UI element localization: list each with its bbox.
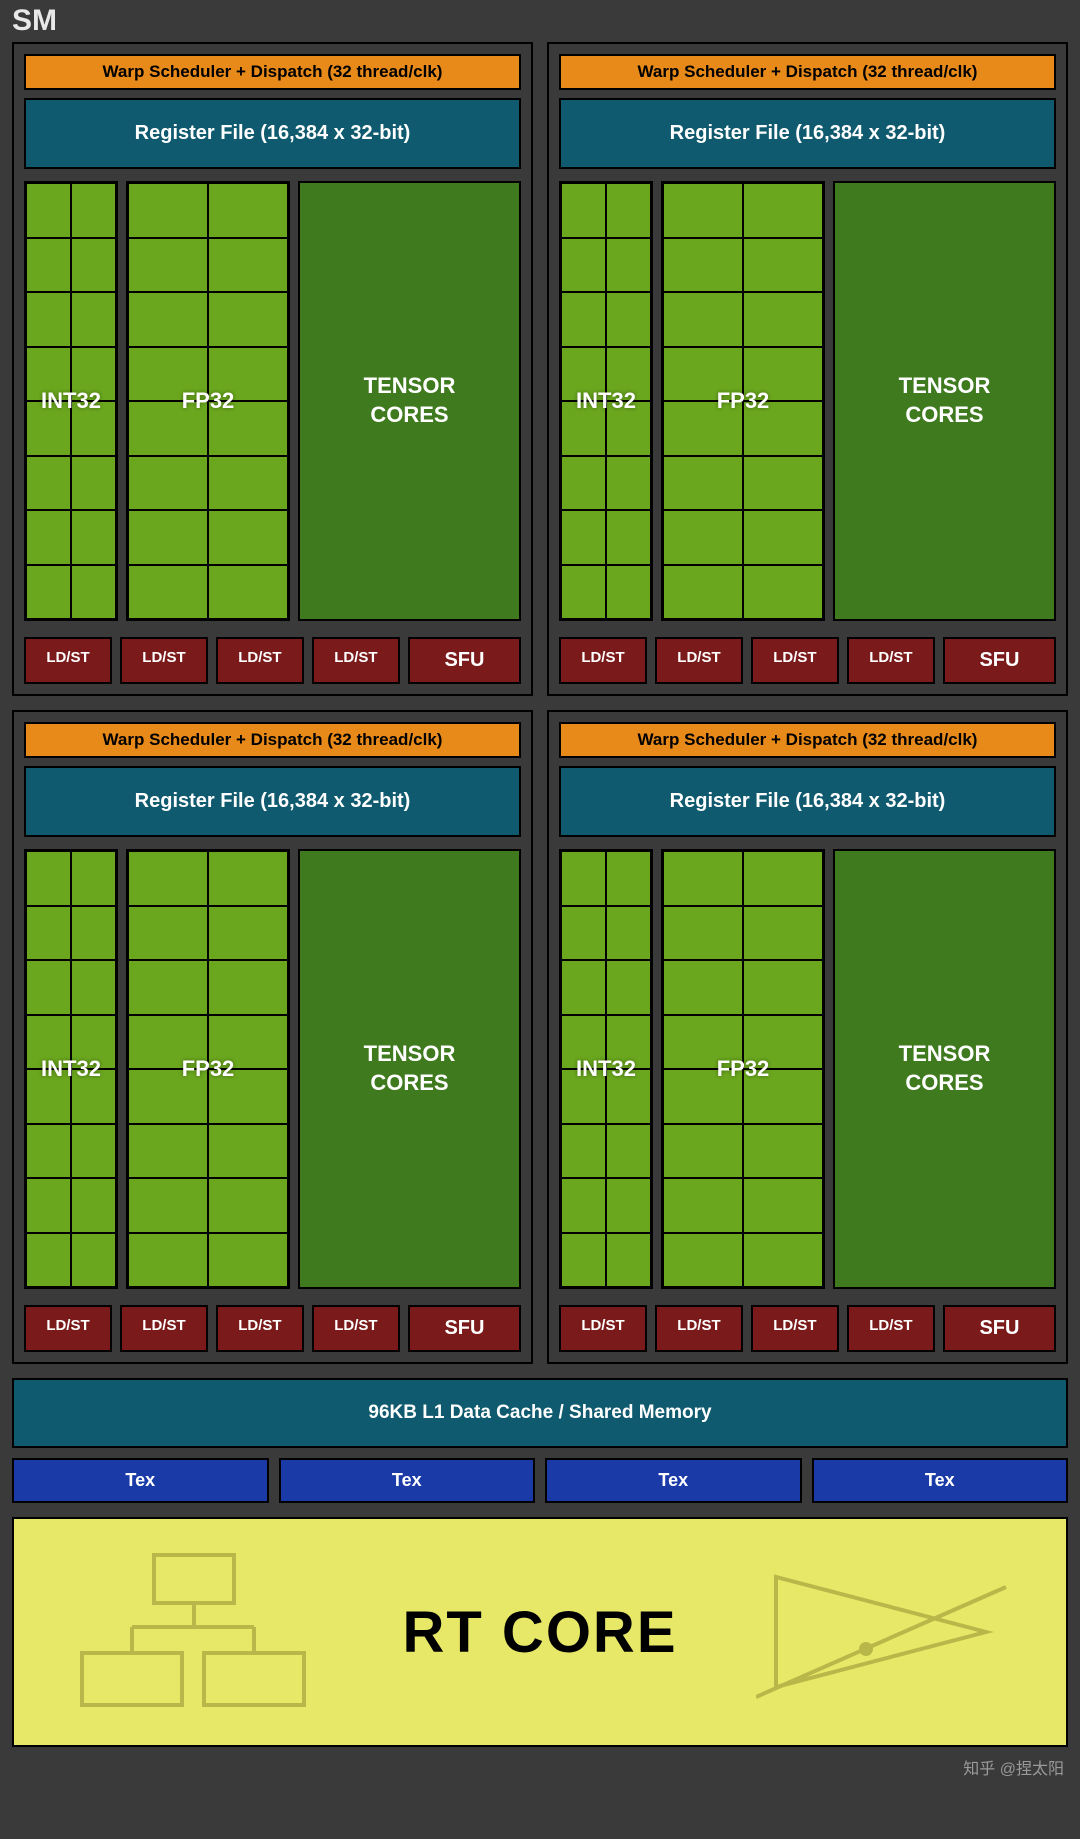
l1-cache-bar: 96KB L1 Data Cache / Shared Memory: [12, 1378, 1068, 1448]
partition-grid: Warp Scheduler + Dispatch (32 thread/clk…: [12, 42, 1068, 1364]
ldst-cell: LD/ST: [24, 637, 112, 684]
fp32-grid: FP32: [661, 181, 825, 621]
cores-row: INT32FP32TENSORCORES: [24, 849, 521, 1289]
fp32-grid: FP32: [126, 181, 290, 621]
tex-row: TexTexTexTex: [12, 1458, 1068, 1503]
ldst-cell: LD/ST: [847, 637, 935, 684]
sm-partition: Warp Scheduler + Dispatch (32 thread/clk…: [547, 710, 1068, 1364]
register-file-bar: Register File (16,384 x 32-bit): [559, 98, 1056, 169]
int32-grid: INT32: [24, 181, 118, 621]
register-file-bar: Register File (16,384 x 32-bit): [24, 766, 521, 837]
sfu-cell: SFU: [943, 637, 1056, 684]
ldst-cell: LD/ST: [216, 1305, 304, 1352]
ldst-cell: LD/ST: [655, 1305, 743, 1352]
tensor-cores-block: TENSORCORES: [298, 181, 521, 621]
tree-icon: [64, 1547, 324, 1717]
ldst-cell: LD/ST: [655, 637, 743, 684]
ldst-row: LD/STLD/STLD/STLD/STSFU: [24, 637, 521, 684]
sfu-cell: SFU: [943, 1305, 1056, 1352]
register-file-bar: Register File (16,384 x 32-bit): [559, 766, 1056, 837]
int32-grid: INT32: [559, 849, 653, 1289]
ldst-cell: LD/ST: [751, 637, 839, 684]
tex-cell: Tex: [545, 1458, 802, 1503]
cores-row: INT32FP32TENSORCORES: [559, 849, 1056, 1289]
fp32-grid: FP32: [126, 849, 290, 1289]
cores-row: INT32FP32TENSORCORES: [559, 181, 1056, 621]
tensor-cores-block: TENSORCORES: [833, 181, 1056, 621]
tex-cell: Tex: [812, 1458, 1069, 1503]
ldst-cell: LD/ST: [751, 1305, 839, 1352]
ldst-cell: LD/ST: [24, 1305, 112, 1352]
rt-core-label: RT CORE: [403, 1599, 678, 1666]
sfu-cell: SFU: [408, 637, 521, 684]
ldst-cell: LD/ST: [559, 637, 647, 684]
sm-partition: Warp Scheduler + Dispatch (32 thread/clk…: [547, 42, 1068, 696]
sm-partition: Warp Scheduler + Dispatch (32 thread/clk…: [12, 710, 533, 1364]
warp-scheduler-bar: Warp Scheduler + Dispatch (32 thread/clk…: [24, 54, 521, 90]
ldst-row: LD/STLD/STLD/STLD/STSFU: [24, 1305, 521, 1352]
sfu-cell: SFU: [408, 1305, 521, 1352]
int32-grid: INT32: [24, 849, 118, 1289]
fp32-grid: FP32: [661, 849, 825, 1289]
warp-scheduler-bar: Warp Scheduler + Dispatch (32 thread/clk…: [559, 54, 1056, 90]
sm-partition: Warp Scheduler + Dispatch (32 thread/clk…: [12, 42, 533, 696]
warp-scheduler-bar: Warp Scheduler + Dispatch (32 thread/clk…: [24, 722, 521, 758]
ldst-cell: LD/ST: [216, 637, 304, 684]
ldst-row: LD/STLD/STLD/STLD/STSFU: [559, 1305, 1056, 1352]
warp-scheduler-bar: Warp Scheduler + Dispatch (32 thread/clk…: [559, 722, 1056, 758]
tex-cell: Tex: [279, 1458, 536, 1503]
triangle-ray-icon: [756, 1547, 1016, 1717]
int32-grid: INT32: [559, 181, 653, 621]
ldst-cell: LD/ST: [847, 1305, 935, 1352]
sm-title: SM: [12, 0, 1068, 42]
watermark: 知乎 @捏太阳: [12, 1747, 1068, 1779]
ldst-cell: LD/ST: [559, 1305, 647, 1352]
rt-core-block: RT CORE: [12, 1517, 1068, 1747]
ldst-cell: LD/ST: [120, 1305, 208, 1352]
ldst-cell: LD/ST: [312, 1305, 400, 1352]
cores-row: INT32FP32TENSORCORES: [24, 181, 521, 621]
tex-cell: Tex: [12, 1458, 269, 1503]
ldst-row: LD/STLD/STLD/STLD/STSFU: [559, 637, 1056, 684]
tensor-cores-block: TENSORCORES: [833, 849, 1056, 1289]
ldst-cell: LD/ST: [312, 637, 400, 684]
register-file-bar: Register File (16,384 x 32-bit): [24, 98, 521, 169]
ldst-cell: LD/ST: [120, 637, 208, 684]
tensor-cores-block: TENSORCORES: [298, 849, 521, 1289]
